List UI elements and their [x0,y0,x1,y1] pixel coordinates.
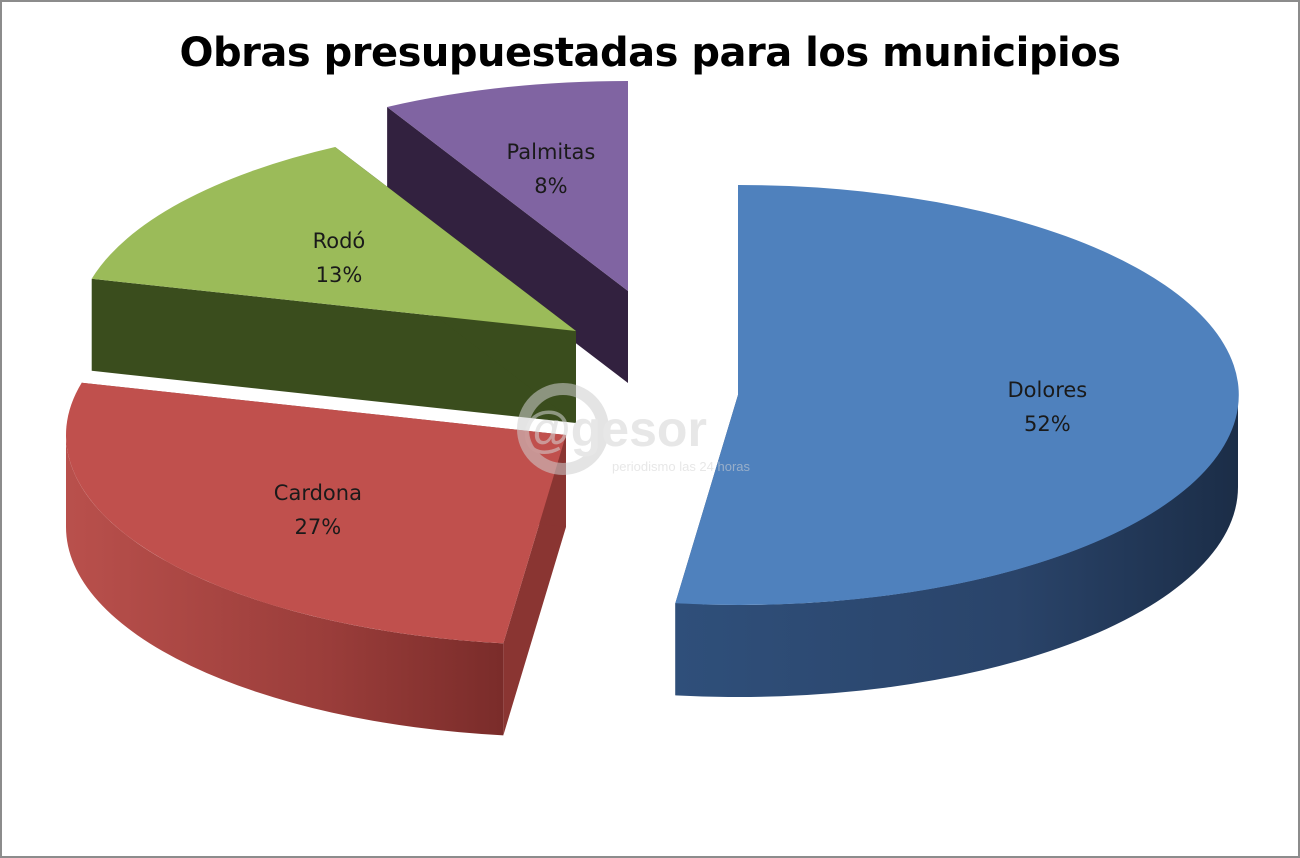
watermark-brand: @gesor [522,401,707,457]
slice-side-cardona [66,435,504,736]
watermark-tagline: periodismo las 24 horas [612,459,751,474]
slice-palmitas [387,81,628,384]
slice-label-rod-: Rodó [313,229,366,253]
chart-title: Obras presupuestadas para los municipios [179,30,1121,76]
slice-cardona [66,382,566,736]
slice-label-cardona: Cardona [274,481,362,505]
slice-top-dolores [675,184,1239,605]
slice-rod- [91,146,576,424]
slice-wall-rod--0 [91,278,576,423]
slice-dolores [675,184,1239,697]
slice-label-palmitas: Palmitas [507,140,596,164]
slice-value-palmitas: 8% [534,174,567,198]
slice-label-dolores: Dolores [1008,378,1088,402]
watermark: @gesor periodismo las 24 horas [517,383,751,475]
slice-top-palmitas [387,81,628,291]
slice-wall-palmitas-0 [387,106,628,384]
watermark-ring [517,383,609,475]
slice-value-dolores: 52% [1024,412,1071,436]
slice-value-cardona: 27% [295,515,342,539]
slice-value-rod-: 13% [316,263,363,287]
slice-top-rod- [91,147,576,331]
slice-top-cardona [66,382,566,644]
slice-side-dolores [675,395,1238,697]
